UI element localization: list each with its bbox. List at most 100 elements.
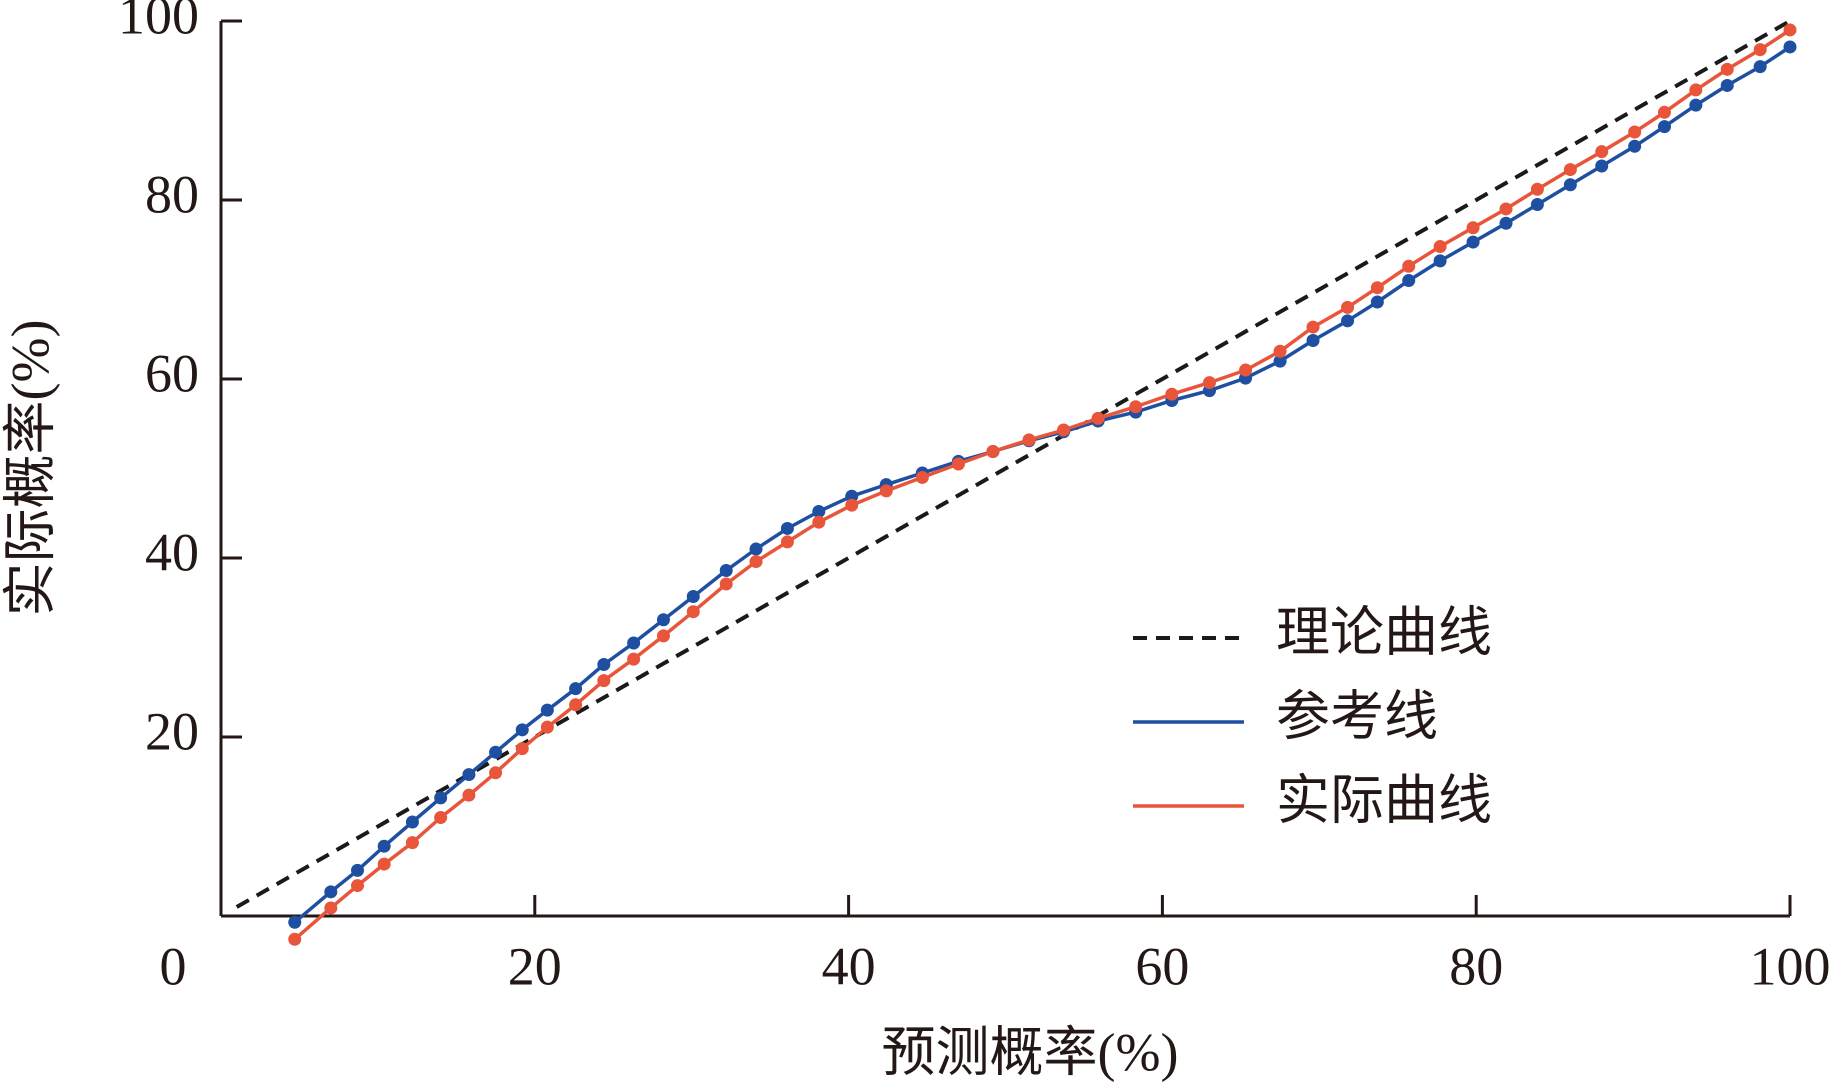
data-point — [1239, 363, 1253, 377]
data-point — [1753, 60, 1767, 74]
data-point — [569, 698, 583, 712]
x-tick-label: 100 — [1750, 936, 1831, 996]
x-tick-label: 0 — [160, 936, 187, 996]
data-point — [1022, 433, 1036, 447]
data-point — [845, 498, 859, 512]
legend-label: 理论曲线 — [1276, 602, 1492, 662]
data-point — [1499, 202, 1513, 216]
data-point — [627, 636, 641, 650]
data-point — [597, 658, 611, 672]
data-point — [1753, 43, 1767, 57]
x-axis-label: 预测概率(%) — [882, 1022, 1179, 1082]
data-point — [1165, 387, 1179, 401]
data-point — [1783, 40, 1797, 54]
legend-label: 参考线 — [1276, 686, 1438, 746]
data-point — [351, 863, 365, 877]
data-point — [749, 542, 763, 556]
data-point — [1595, 159, 1609, 173]
data-point — [951, 457, 965, 471]
data-point — [324, 901, 338, 915]
y-tick-label: 20 — [145, 701, 199, 761]
data-point — [1433, 254, 1447, 268]
data-point — [1402, 259, 1416, 273]
data-point — [719, 564, 733, 578]
data-point — [986, 444, 1000, 458]
data-point — [462, 788, 476, 802]
data-point — [1466, 221, 1480, 235]
data-point — [812, 515, 826, 529]
data-point — [1657, 120, 1671, 134]
data-point — [540, 703, 554, 717]
data-point — [324, 885, 338, 899]
data-point — [915, 470, 929, 484]
data-point — [1499, 216, 1513, 230]
y-tick-label: 40 — [145, 522, 199, 582]
data-point — [1057, 423, 1071, 437]
data-point — [1273, 354, 1287, 368]
data-point — [686, 605, 700, 619]
data-point — [1306, 334, 1320, 348]
data-point — [749, 555, 763, 569]
y-tick-label: 100 — [118, 0, 199, 45]
data-point — [780, 535, 794, 549]
x-tick-label: 80 — [1449, 936, 1503, 996]
data-point — [1563, 163, 1577, 177]
data-point — [1530, 197, 1544, 211]
data-point — [1720, 62, 1734, 76]
data-point — [1628, 125, 1642, 139]
data-point — [569, 682, 583, 696]
data-point — [1370, 295, 1384, 309]
data-point — [1628, 139, 1642, 153]
x-tick-label: 20 — [508, 936, 562, 996]
legend-label: 实际曲线 — [1276, 770, 1492, 830]
data-point — [1530, 182, 1544, 196]
data-point — [845, 489, 859, 503]
data-point — [377, 839, 391, 853]
data-point — [405, 836, 419, 850]
y-axis-label: 实际概率(%) — [0, 320, 60, 617]
data-point — [288, 915, 302, 929]
data-point — [1370, 281, 1384, 295]
data-point — [656, 629, 670, 643]
data-point — [1689, 83, 1703, 97]
data-point — [1433, 240, 1447, 254]
data-point — [405, 815, 419, 829]
data-point — [489, 745, 503, 759]
data-point — [812, 504, 826, 518]
data-point — [1341, 300, 1355, 314]
data-point — [377, 857, 391, 871]
series-line — [293, 45, 1791, 924]
data-point — [686, 589, 700, 603]
y-tick-label: 60 — [145, 343, 199, 403]
data-point — [288, 932, 302, 946]
data-point — [1129, 400, 1143, 414]
x-tick-label: 40 — [822, 936, 876, 996]
data-point — [489, 766, 503, 780]
data-point — [515, 723, 529, 737]
data-point — [597, 674, 611, 688]
data-point — [1273, 344, 1287, 358]
data-point — [627, 652, 641, 666]
x-tick-label: 60 — [1135, 936, 1189, 996]
data-point — [434, 811, 448, 825]
data-point — [1595, 145, 1609, 159]
data-point — [780, 521, 794, 535]
data-point — [1466, 235, 1480, 249]
data-point — [1402, 274, 1416, 288]
data-point — [1341, 314, 1355, 328]
data-point — [1091, 411, 1105, 425]
data-point — [1689, 98, 1703, 112]
data-point — [719, 577, 733, 591]
data-point — [879, 484, 893, 498]
data-point — [462, 768, 476, 782]
data-point — [656, 613, 670, 627]
y-tick-label: 80 — [145, 164, 199, 224]
data-point — [540, 720, 554, 734]
data-point — [434, 791, 448, 805]
data-point — [1720, 78, 1734, 92]
data-point — [1563, 178, 1577, 192]
data-point — [1202, 376, 1216, 390]
data-point — [1783, 23, 1797, 37]
data-point — [1306, 320, 1320, 334]
